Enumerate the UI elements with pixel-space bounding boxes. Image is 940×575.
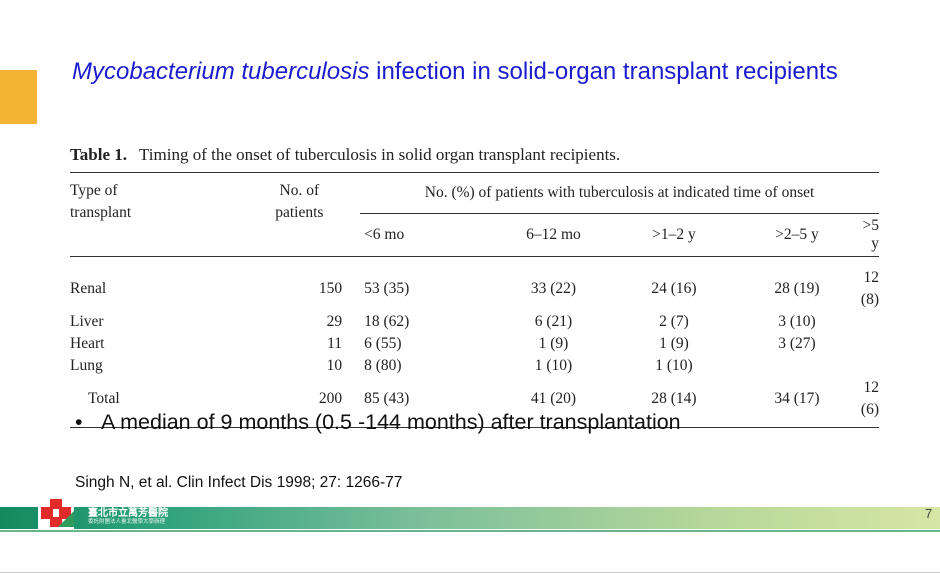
header-patients-line2: patients [275, 204, 324, 221]
table-row: Renal 150 53 (35) 33 (22) 24 (16) 28 (19… [70, 257, 879, 312]
bullet-point: • A median of 9 months (0.5 -144 months) … [75, 410, 681, 435]
cell-onset-4: 28 (19) [774, 280, 820, 297]
cell-patients: 10 [326, 357, 343, 374]
cell-onset-4 [733, 355, 861, 377]
cell-onset-2: 41 (20) [530, 390, 577, 407]
cell-onset-3: 2 (7) [659, 313, 689, 330]
bullet-icon: • [75, 410, 83, 434]
table-row: Lung 10 8 (80) 1 (10) 1 (10) [70, 355, 879, 377]
cell-patients: 29 [326, 313, 343, 330]
cell-type: Renal [70, 280, 107, 297]
cell-patients: 200 [318, 390, 343, 407]
footer-band [0, 507, 940, 529]
hospital-subtitle: 委託財團法人臺北醫學大學辦理 [88, 519, 166, 525]
cell-onset-5 [861, 355, 879, 377]
cell-onset-1: 53 (35) [364, 280, 410, 297]
slide-title: Mycobacterium tuberculosis infection in … [72, 57, 872, 87]
cell-type: Liver [70, 313, 104, 330]
reference-citation: Singh N, et al. Clin Infect Dis 1998; 27… [75, 474, 403, 491]
cell-patients: 11 [327, 335, 343, 352]
header-onset-5: >5 y [860, 213, 879, 257]
tb-timing-table: Type of transplant No. of patients No. (… [70, 172, 879, 428]
header-spanner: No. (%) of patients with tuberculosis at… [360, 173, 879, 214]
cell-onset-1: 8 (80) [364, 357, 402, 374]
cell-onset-5: 12 (8) [860, 269, 879, 308]
title-rest: infection in solid-organ transplant reci… [369, 58, 838, 85]
header-spanner-text: No. (%) of patients with tuberculosis at… [424, 184, 815, 201]
header-patients-line1: No. of [279, 182, 320, 199]
footer-line [0, 530, 940, 532]
table-row: Heart 11 6 (55) 1 (9) 1 (9) 3 (27) [70, 333, 879, 355]
cell-onset-5 [861, 333, 879, 355]
cell-onset-5 [861, 311, 879, 333]
cell-onset-2: 1 (9) [538, 335, 569, 352]
page-number: 7 [925, 506, 933, 521]
cell-onset-3: 1 (10) [655, 357, 693, 374]
cell-onset-2: 6 (21) [534, 313, 573, 330]
header-patients: No. of patients [199, 173, 360, 257]
cell-onset-5: 12 (6) [860, 379, 879, 418]
table-row: Liver 29 18 (62) 6 (21) 2 (7) 3 (10) [70, 311, 879, 333]
bottom-divider [0, 572, 940, 573]
cell-onset-3: 1 (9) [659, 335, 689, 352]
cell-type: Lung [70, 357, 103, 374]
cell-onset-1: 6 (55) [364, 335, 402, 352]
cell-type: Heart [70, 335, 105, 352]
table-row-total: Total 200 85 (43) 41 (20) 28 (14) 34 (17… [70, 377, 879, 428]
cell-patients: 150 [318, 280, 343, 297]
header-type: Type of transplant [70, 173, 199, 257]
table-caption-text: Timing of the onset of tuberculosis in s… [139, 145, 621, 164]
cell-onset-2: 1 (10) [534, 357, 573, 374]
cell-onset-3: 24 (16) [651, 280, 697, 297]
hospital-name: 臺北市立萬芳醫院 [88, 508, 168, 519]
cell-onset-4: 3 (10) [778, 313, 816, 330]
cell-onset-4: 3 (27) [778, 335, 816, 352]
title-italic: Mycobacterium tuberculosis [72, 58, 370, 85]
header-onset-3: >1–2 y [614, 213, 733, 257]
table-label: Table 1. [70, 145, 128, 164]
bullet-text: A median of 9 months (0.5 -144 months) a… [101, 410, 681, 434]
table-caption: Table 1. Timing of the onset of tuberculo… [70, 140, 879, 172]
table-figure: Table 1. Timing of the onset of tuberculo… [70, 140, 879, 428]
hospital-logo-icon [38, 497, 74, 529]
cell-type: Total [88, 390, 120, 407]
header-onset-4: >2–5 y [733, 213, 861, 257]
cell-onset-2: 33 (22) [530, 280, 577, 297]
cell-onset-3: 28 (14) [651, 390, 697, 407]
header-type-line1: Type of [70, 182, 118, 199]
header-onset-2: 6–12 mo [491, 213, 615, 257]
header-type-line2: transplant [70, 204, 132, 221]
cell-onset-4: 34 (17) [774, 390, 820, 407]
accent-bar [0, 70, 37, 124]
cell-onset-1: 18 (62) [364, 313, 410, 330]
header-onset-1: <6 mo [360, 213, 492, 257]
cell-onset-1: 85 (43) [364, 390, 410, 407]
